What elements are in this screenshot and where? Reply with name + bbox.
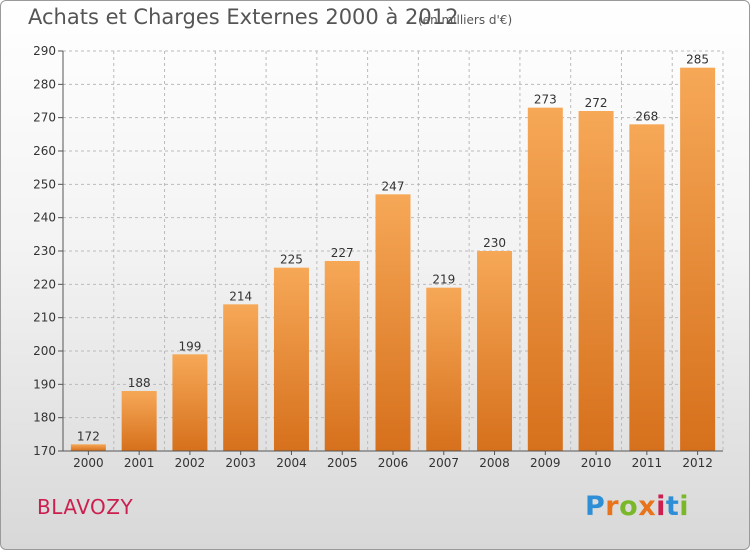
bar — [273, 267, 309, 451]
bar — [578, 111, 614, 451]
x-tick-label: 2008 — [479, 456, 510, 470]
data-label: 214 — [229, 289, 252, 303]
x-tick-label: 2004 — [276, 456, 307, 470]
x-tick-label: 2006 — [378, 456, 409, 470]
x-tick-label: 2010 — [581, 456, 612, 470]
data-label: 272 — [585, 96, 608, 110]
x-tick-label: 2012 — [682, 456, 713, 470]
y-tick-label: 180 — [33, 411, 56, 425]
logo-letter: t — [665, 491, 680, 522]
x-tick-label: 2003 — [225, 456, 256, 470]
y-tick-label: 220 — [33, 277, 56, 291]
data-label: 273 — [534, 93, 557, 107]
logo-letter: P — [585, 491, 606, 522]
logo-letter: r — [605, 491, 620, 522]
place-name: BLAVOZY — [37, 495, 134, 519]
axes — [58, 50, 723, 455]
bar — [477, 251, 513, 451]
bar — [629, 124, 665, 451]
data-label: 227 — [331, 246, 354, 260]
y-tick-label: 260 — [33, 144, 56, 158]
bar — [223, 304, 259, 451]
chart-unit: (en milliers d'€) — [418, 13, 513, 27]
x-tick-label: 2009 — [530, 456, 561, 470]
y-tick-label: 290 — [33, 44, 56, 58]
x-tick-label: 2007 — [428, 456, 459, 470]
y-tick-label: 210 — [33, 311, 56, 325]
bars — [70, 67, 716, 452]
logo-letter: o — [619, 491, 639, 522]
x-tick-label: 2002 — [175, 456, 206, 470]
x-tick-label: 2001 — [124, 456, 155, 470]
data-label: 230 — [483, 236, 506, 250]
y-tick-label: 270 — [33, 111, 56, 125]
data-label: 188 — [128, 376, 151, 390]
x-tick-label: 2011 — [632, 456, 663, 470]
data-label: 247 — [382, 179, 405, 193]
data-label: 225 — [280, 253, 303, 267]
bar — [121, 391, 157, 451]
logo-letter: i — [679, 491, 690, 522]
y-tick-label: 170 — [33, 444, 56, 458]
y-tick-label: 250 — [33, 177, 56, 191]
bar — [324, 261, 360, 451]
x-tick-label: 2000 — [73, 456, 104, 470]
y-tick-label: 190 — [33, 377, 56, 391]
data-label: 172 — [77, 429, 100, 443]
data-label: 219 — [432, 273, 455, 287]
bar — [527, 107, 563, 452]
bar — [172, 354, 208, 451]
labels: 170 180 190 200 210 220 230 240 250 260 270 280 290 1… — [33, 44, 713, 470]
data-label: 268 — [635, 109, 658, 123]
proxiti-logo[interactable]: Proxiti — [585, 491, 689, 522]
bar — [680, 67, 716, 452]
bar — [426, 287, 462, 451]
y-tick-label: 240 — [33, 211, 56, 225]
logo-letter: x — [638, 491, 657, 522]
data-label: 199 — [178, 339, 201, 353]
bar — [375, 194, 411, 452]
x-tick-label: 2005 — [327, 456, 358, 470]
data-label: 285 — [686, 53, 709, 67]
y-tick-label: 200 — [33, 344, 56, 358]
bar — [70, 444, 106, 451]
logo-letter: i — [656, 491, 666, 522]
y-tick-label: 280 — [33, 77, 56, 91]
chart-title: Achats et Charges Externes 2000 à 2012 — [28, 5, 459, 29]
y-tick-label: 230 — [33, 244, 56, 258]
